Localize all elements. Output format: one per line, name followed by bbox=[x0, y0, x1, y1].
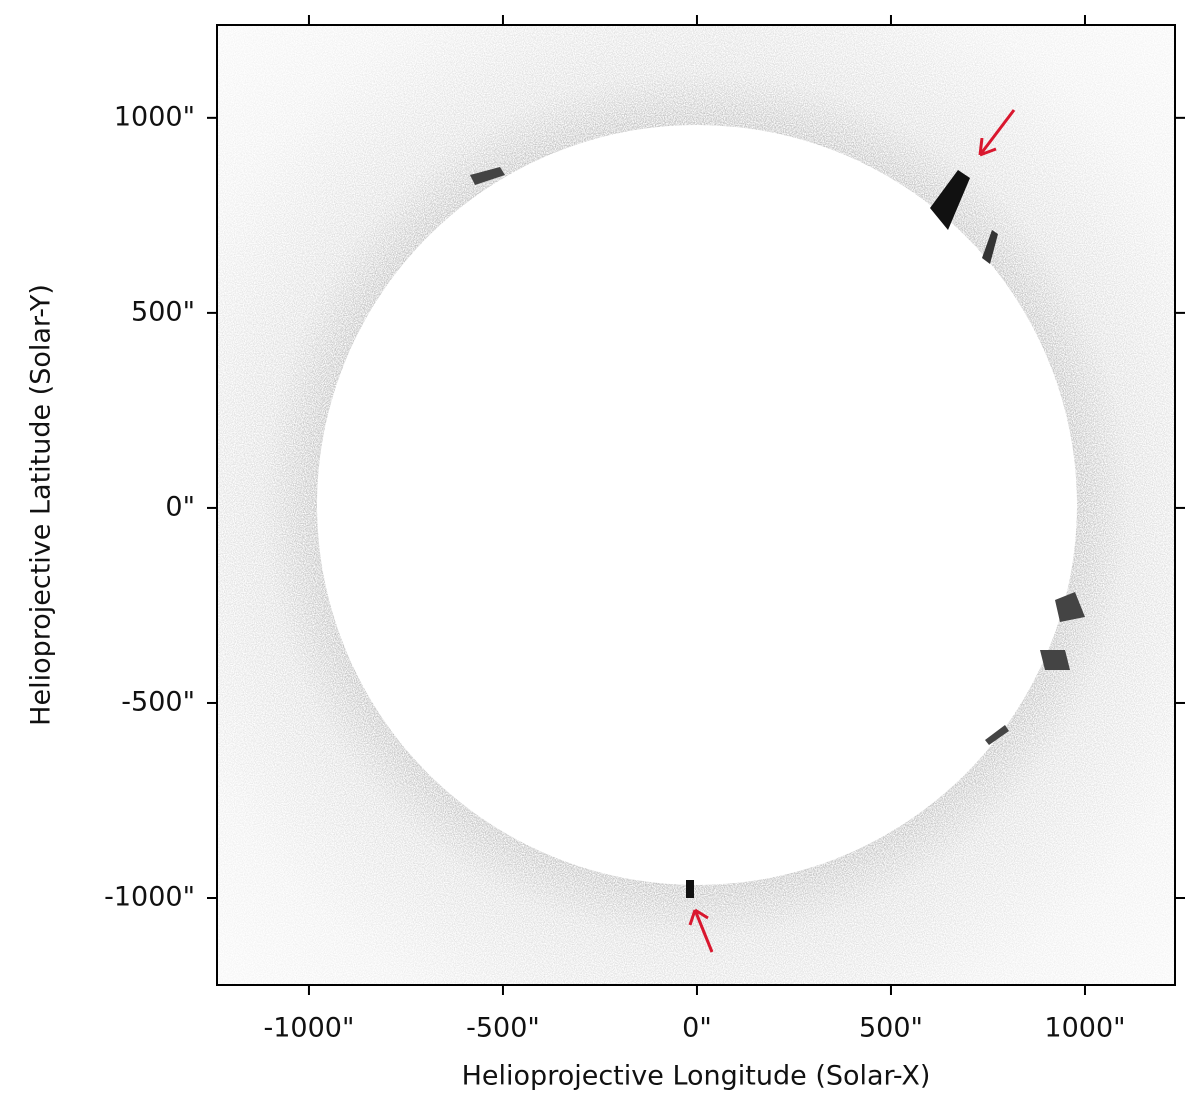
y-tick-label: 0" bbox=[165, 491, 195, 522]
y-tick-label: 1000" bbox=[114, 101, 195, 132]
jet bbox=[686, 880, 694, 898]
y-tick-label: -500" bbox=[121, 686, 195, 717]
arrow bbox=[688, 908, 714, 953]
jet bbox=[982, 230, 998, 264]
x-tick-label: 1000" bbox=[1044, 1013, 1125, 1044]
x-tick-label: 500" bbox=[859, 1013, 923, 1044]
solar-image bbox=[217, 25, 1175, 985]
jet bbox=[930, 170, 970, 230]
x-tick-label: -1000" bbox=[264, 1013, 355, 1044]
y-axis-label: Helioprojective Latitude (Solar-Y) bbox=[26, 284, 57, 726]
arrows bbox=[688, 109, 1016, 953]
y-tick-label: 500" bbox=[131, 296, 195, 327]
x-tick-label: -500" bbox=[466, 1013, 540, 1044]
solar-disc bbox=[317, 125, 1077, 885]
arrow bbox=[978, 109, 1016, 157]
y-tick-label: -1000" bbox=[104, 882, 195, 913]
x-axis-label: Helioprojective Longitude (Solar-X) bbox=[462, 1061, 931, 1092]
x-tick-label: 0" bbox=[682, 1013, 712, 1044]
